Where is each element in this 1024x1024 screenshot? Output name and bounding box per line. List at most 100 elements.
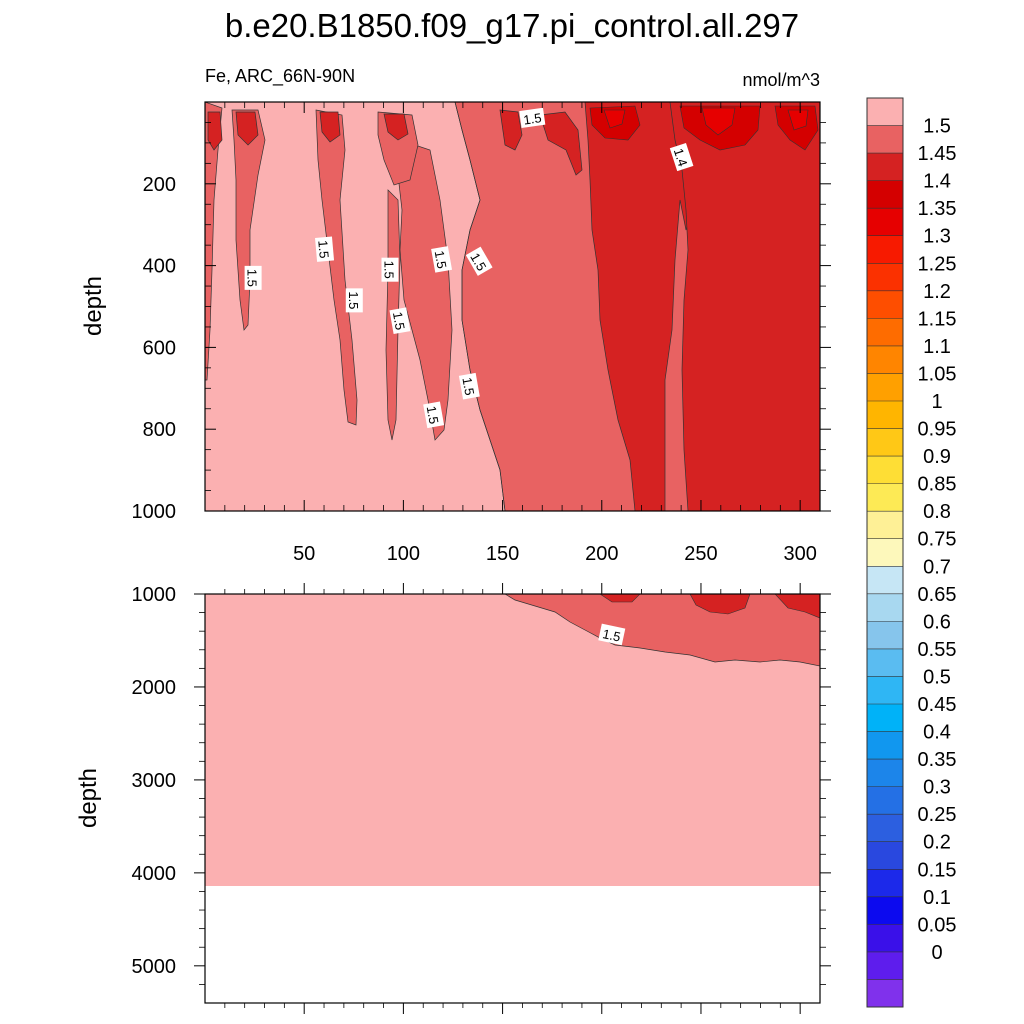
colorbar-box	[867, 208, 903, 237]
colorbar-box	[867, 566, 903, 595]
lower-ytick-label: 1000	[132, 584, 177, 606]
colorbar-label: 0.15	[918, 859, 957, 881]
colorbar-label: 1.45	[918, 143, 957, 165]
colorbar-label: 1.25	[918, 253, 957, 275]
contour-label: 1.5	[244, 265, 262, 290]
colorbar-label: 0.95	[918, 419, 957, 441]
colorbar-label: 0.9	[923, 446, 951, 468]
colorbar-box	[867, 924, 903, 953]
colorbar-label: 1.3	[923, 226, 951, 248]
contour-label-text: 1.5	[522, 110, 542, 127]
colorbar-label: 0.75	[918, 529, 957, 551]
contour-label: 1.5	[315, 236, 335, 262]
colorbar-box	[867, 621, 903, 650]
contour-label: 1.5	[381, 257, 399, 282]
lower-contour-labels: 1.5	[598, 623, 626, 646]
contour-label-text: 1.5	[382, 261, 397, 279]
fill-1.45-lower	[504, 594, 820, 667]
colorbar-label: 0.3	[923, 777, 951, 799]
upper-ytick-label: 400	[143, 256, 176, 278]
colorbar-label: 0	[931, 942, 942, 964]
upper-ytick-label: 200	[143, 174, 176, 196]
colorbar-label: 1.1	[923, 336, 951, 358]
colorbar-label: 0.35	[918, 749, 957, 771]
contour-label: 1.5	[389, 307, 411, 335]
contour-label-bg	[389, 307, 411, 335]
contour-label: 1.5	[598, 623, 626, 646]
colorbar-label: 0.05	[918, 914, 957, 936]
colorbar-box	[867, 951, 903, 980]
colorbar-label: 0.2	[923, 832, 951, 854]
subtitle-left: Fe, ARC_66N-90N	[205, 66, 355, 87]
fill-1.3-c	[787, 109, 809, 131]
fill-1.4-small5	[319, 111, 341, 143]
upper-ytick-label: 1000	[132, 501, 177, 523]
colorbar-label: 0.7	[923, 556, 951, 578]
contour-line-1	[454, 102, 506, 511]
upper-xtick-label: 50	[293, 543, 315, 565]
upper-ytick-label: 800	[143, 419, 176, 441]
contour-label-bg	[465, 246, 493, 276]
colorbar-label: 1.5	[923, 116, 951, 138]
contour-label-bg	[381, 257, 399, 282]
colorbar-box	[867, 98, 903, 127]
contour-label-text: 1.5	[346, 291, 361, 309]
colorbar-label: 0.4	[923, 722, 951, 744]
fill-1.4-small2	[499, 109, 523, 151]
colorbar-label: 0.6	[923, 611, 951, 633]
colorbar-box	[867, 483, 903, 512]
colorbar-box	[867, 263, 903, 292]
colorbar-box	[867, 869, 903, 898]
fill-1.3-b	[603, 109, 626, 129]
upper-xtick-label: 100	[387, 543, 420, 565]
upper-axes: 50 100 150 200 250 300 200 400 600 800 1000	[132, 102, 831, 565]
upper-xtick-label: 250	[684, 543, 717, 565]
colorbar-box	[867, 979, 903, 1008]
colorbar-label: 0.25	[918, 804, 957, 826]
colorbar-label: 1.2	[923, 281, 951, 303]
colorbar-box	[867, 318, 903, 347]
colorbar-box	[867, 676, 903, 705]
contour-label-text: 1.5	[424, 405, 442, 425]
fill-1.45-b2	[315, 109, 358, 426]
colorbar-box	[867, 345, 903, 374]
contour-label-text: 1.4	[671, 146, 691, 168]
colorbar-box	[867, 290, 903, 319]
colorbar-box	[867, 125, 903, 154]
contour-label-text: 1.5	[459, 376, 477, 396]
fill-1.4-small6	[383, 113, 409, 141]
contour-label-text: 1.5	[390, 311, 408, 331]
colorbar-label: 1.4	[923, 171, 951, 193]
colorbar-box	[867, 538, 903, 567]
upper-contour-field	[205, 102, 820, 511]
contour-label-bg	[345, 288, 363, 313]
colorbar-box	[867, 593, 903, 622]
chart-title: b.e20.B1850.f09_g17.pi_control.all.297	[225, 7, 799, 44]
fill-1.45-b3	[231, 109, 266, 331]
colorbar-box	[867, 731, 903, 760]
contour-label: 1.5	[458, 372, 480, 400]
colorbar: 1.5 1.45 1.4 1.35 1.3 1.25 1.2 1.15 1.1 1.05 1 0.95…	[866, 97, 957, 1008]
colorbar-label: 1.05	[918, 363, 957, 385]
colorbar-box	[867, 456, 903, 485]
lower-axes: 1000 2000 3000 4000 5000	[132, 583, 831, 1014]
colorbar-label: 0.85	[918, 474, 957, 496]
upper-ylabel: depth	[80, 276, 107, 336]
upper-contour-labels: 1.51.41.51.51.51.51.51.5 1.51.51.5	[244, 107, 694, 429]
colorbar-label: 0.45	[918, 694, 957, 716]
colorbar-box	[867, 153, 903, 182]
lower-ylabel: depth	[75, 768, 102, 828]
contour-label-bg	[431, 246, 453, 273]
contour-label-bg	[598, 623, 626, 646]
fill-1.4-small4	[235, 111, 259, 146]
contour-label: 1.5	[423, 401, 445, 429]
lower-ytick-label: 2000	[132, 677, 177, 699]
colorbar-label: 1.35	[918, 198, 957, 220]
contour-label: 1.5	[345, 288, 363, 313]
contour-label-bg	[519, 107, 546, 128]
colorbar-label: 0.5	[923, 666, 951, 688]
contour-label-bg	[423, 401, 445, 429]
colorbar-box	[867, 401, 903, 430]
colorbar-box	[867, 814, 903, 843]
